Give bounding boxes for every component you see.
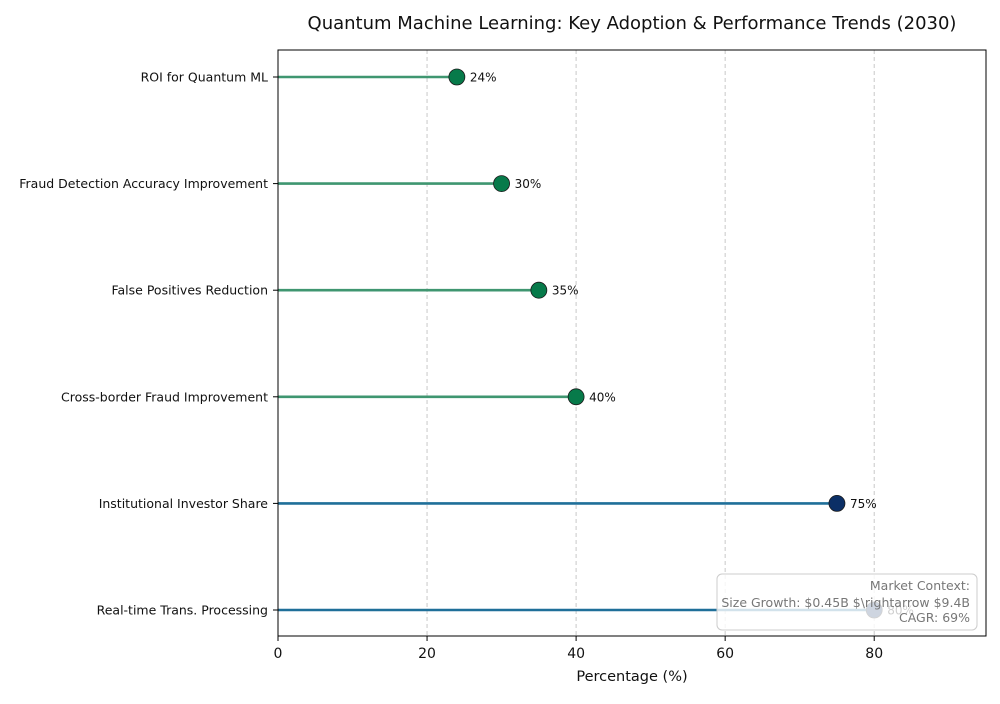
grid-lines [426,50,875,636]
annotation-line: CAGR: 69% [899,610,970,625]
lollipop-marker [448,68,466,86]
value-labels: 80%75%40%35%30%24% [470,71,914,618]
x-tick-label: 20 [418,646,436,662]
value-label: 35% [552,284,579,298]
value-label: 30% [515,177,542,191]
y-tick-label: Real-time Trans. Processing [97,603,268,618]
value-label: 24% [470,71,497,85]
lollipop-marker [828,494,846,512]
x-tick-label: 80 [865,646,883,662]
annotation-line: Size Growth: $0.45B $\rightarrow $9.4B [721,595,970,610]
annotation-line: Market Context: [870,578,970,593]
value-label: 75% [850,497,877,511]
x-tick-label: 0 [274,646,283,662]
lollipop-marker [493,175,510,193]
x-tick-labels: 0 20 40 60 80 [274,636,883,662]
lollipop-marker [530,281,548,299]
y-tick-label: Fraud Detection Accuracy Improvement [19,176,268,191]
lollipop-markers [448,68,883,619]
plot-frame [277,49,987,637]
x-tick-label: 40 [567,646,585,662]
x-tick-label: 60 [716,646,734,662]
x-axis-label: Percentage (%) [576,669,687,685]
y-tick-label: Institutional Investor Share [99,496,269,511]
market-context-box: Market Context: Size Growth: $0.45B $\ri… [716,573,978,631]
lollipop-marker [567,388,585,406]
y-tick-labels: Real-time Trans. Processing Institutional… [19,70,268,618]
annotation-background [716,573,978,631]
y-tick-marks [273,76,278,611]
y-tick-label: False Positives Reduction [111,283,268,298]
value-label: 40% [589,390,616,404]
y-tick-label: ROI for Quantum ML [141,70,268,85]
chart-title: Quantum Machine Learning: Key Adoption &… [308,13,957,34]
y-tick-label: Cross-border Fraud Improvement [61,389,268,404]
